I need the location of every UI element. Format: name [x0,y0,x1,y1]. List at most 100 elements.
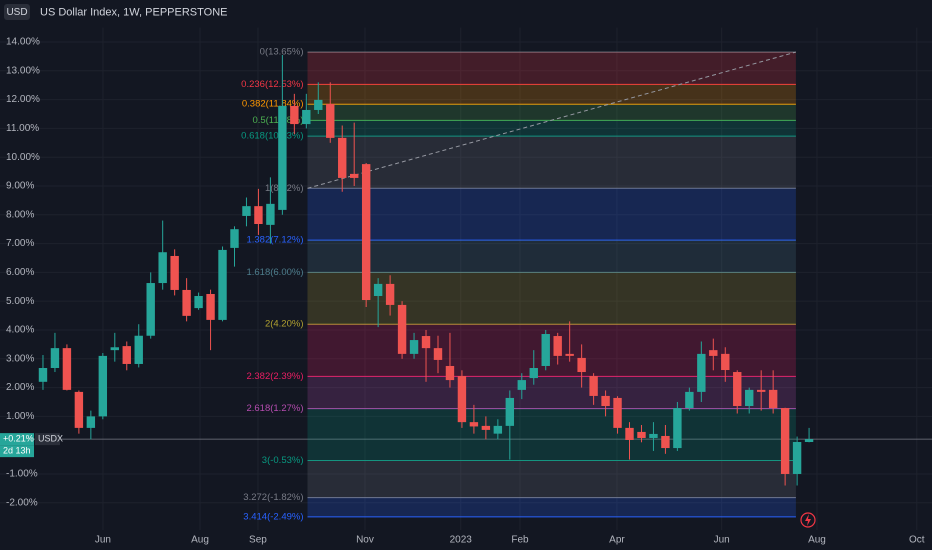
fib-band [307,84,796,105]
candle-body [625,427,634,440]
fib-band [307,240,796,273]
candle-body [182,289,191,316]
candle-body [804,439,814,443]
candle-body [206,293,215,320]
candle-body [721,353,730,371]
fib-label: 2.618(1.27%) [246,403,303,414]
candle-body [685,391,694,409]
y-tick-label: 9.00% [6,181,34,192]
candle-body [469,422,479,427]
candle-body [385,283,395,305]
candle-body [493,425,503,434]
y-tick-label: 7.00% [6,238,34,249]
candle-body [409,340,419,354]
candle-body [457,376,467,423]
y-tick-label: 8.00% [6,209,34,220]
y-tick-label: 4.00% [6,325,34,336]
candle-body [146,283,155,336]
candle-body [338,137,347,178]
fib-label: 2.382(2.39%) [246,371,303,382]
candle-body [110,347,119,351]
symbol-tag: USDX [38,434,63,444]
fib-label: 0(13.65%) [260,47,304,58]
fib-band [307,497,796,517]
x-tick-label: Apr [609,535,625,546]
y-tick-label: 14.00% [6,37,40,48]
price-tag: +0.21% [3,434,34,444]
fib-band [307,120,796,137]
y-tick-label: -2.00% [6,497,38,508]
fib-label: 0.236(12.53%) [241,79,303,90]
alert-icon[interactable] [800,512,816,528]
x-tick-label: Oct [909,535,925,546]
price-tag-bg [0,433,34,446]
x-tick-label: Aug [808,535,826,546]
candle-body [218,249,227,320]
candle-body [158,252,167,284]
candle-body [86,416,96,428]
candle-body [756,389,766,392]
alert-circle[interactable] [800,512,816,528]
fib-label: 0.5(11.28%) [252,115,303,126]
candle-body [50,348,60,368]
candle-body [397,304,407,354]
candle-body [302,109,311,125]
fib-band [307,136,796,189]
chart-title: US Dollar Index, 1W, PEPPERSTONE [40,6,227,18]
badge-bg [4,4,30,20]
fib-label: 3.272(-1.82%) [243,492,303,503]
candle-body [792,442,802,474]
candle-body [266,203,275,225]
fib-extension: 0(13.65%) 0.236(12.53%) 0.382(11.84%) 0.5(1… [241,47,797,522]
y-tick-label: 2.00% [6,382,34,393]
candle-body [589,376,598,396]
candle-body [613,397,622,428]
candle-body [74,391,84,428]
candle-body [481,425,491,430]
candle-body [637,431,646,438]
candle-body [745,389,754,407]
fib-label: 0.618(10.73%) [241,131,303,142]
y-tick-label: 13.00% [6,65,40,76]
candle-body [254,206,263,225]
candle-body [433,348,443,360]
fib-band [307,272,796,325]
fib-band [307,408,796,461]
y-tick-label: 3.00% [6,353,34,364]
y-tick-label: -1.00% [6,469,38,480]
fib-label: 1.382(7.12%) [246,235,303,246]
candle-body [290,105,299,125]
fib-band [307,376,796,409]
candle-body [517,380,526,390]
candle-body [421,336,431,349]
candle-body [326,103,335,138]
x-tick-label: Jun [714,535,730,546]
candle-body [541,334,550,366]
candle-body [62,348,72,390]
alert-bolt[interactable] [805,514,811,526]
candle-body [505,397,515,426]
x-tick-label: Nov [356,535,374,546]
candle-body [780,408,790,474]
symbol-tag-bg [35,433,60,446]
candle-body [733,372,742,407]
y-tick-label: 10.00% [6,152,40,163]
candle-body [134,335,143,364]
candle-body [314,99,323,110]
x-tick-label: 2023 [450,535,473,546]
countdown: 2d 13h [3,446,31,456]
x-tick-label: Jun [95,535,111,546]
candle-body [565,353,574,356]
grid [0,27,932,530]
fib-label: 3.414(-2.49%) [243,511,303,522]
candle-body [768,389,778,409]
fib-label: 1.618(6.00%) [246,267,303,278]
candles [38,54,814,486]
candle-body [661,435,670,449]
y-tick-label: 12.00% [6,94,40,105]
fib-band [307,460,796,498]
candle-body [601,395,610,407]
